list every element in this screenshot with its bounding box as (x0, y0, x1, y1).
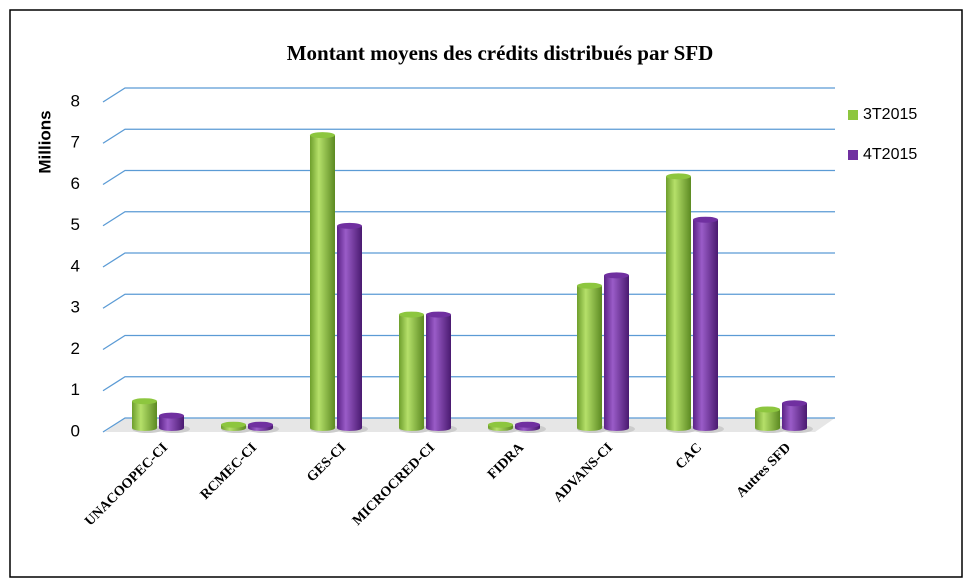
grid-line (102, 128, 835, 144)
bar (604, 275, 629, 428)
bar-base (604, 425, 629, 431)
bar-top (755, 406, 780, 413)
bar-base (755, 425, 780, 431)
bar (755, 409, 780, 428)
grid-line (102, 87, 835, 103)
bar-base (159, 425, 184, 431)
bar (159, 415, 184, 428)
bar-base (132, 425, 157, 431)
bar-top (782, 400, 807, 407)
bar-top (604, 272, 629, 279)
bar (132, 401, 157, 428)
bar-base (426, 425, 451, 431)
y-tick-label: 8 (71, 91, 80, 110)
bar-base (693, 425, 718, 431)
bar (337, 225, 362, 428)
bar (310, 135, 335, 428)
legend-swatch (848, 110, 858, 120)
bar (693, 219, 718, 428)
bar-top (666, 173, 691, 180)
chart-title: Montant moyens des crédits distribués pa… (287, 41, 714, 65)
y-tick-label: 7 (71, 133, 80, 152)
bar-top (337, 222, 362, 229)
grid-line (102, 211, 835, 227)
bar-top (577, 282, 602, 289)
bar-top (426, 311, 451, 318)
bar-base (577, 425, 602, 431)
bar-top (159, 412, 184, 419)
y-tick-label: 3 (71, 298, 80, 317)
bar-top (488, 421, 513, 428)
bar-base (399, 425, 424, 431)
bar-base (666, 425, 691, 431)
y-tick-label: 5 (71, 215, 80, 234)
bar-top (310, 132, 335, 139)
chart-border (9, 9, 963, 578)
bar (666, 176, 691, 428)
y-tick-label: 0 (71, 421, 80, 440)
floor (105, 418, 835, 432)
bar-top (693, 216, 718, 223)
bar-top (132, 398, 157, 405)
y-tick-label: 1 (71, 380, 80, 399)
bar-top (515, 421, 540, 428)
bar-top (221, 421, 246, 428)
bar-base (782, 425, 807, 431)
y-axis-label: Millions (35, 110, 54, 173)
bar-base (337, 425, 362, 431)
bar (782, 403, 807, 428)
legend-swatch (848, 150, 858, 160)
bar (577, 285, 602, 428)
y-tick-label: 2 (71, 339, 80, 358)
bar-top (248, 421, 273, 428)
bar (426, 314, 451, 428)
y-tick-label: 4 (71, 256, 80, 275)
bar-base (310, 425, 335, 431)
bar (399, 314, 424, 428)
grid-line (102, 252, 835, 268)
legend-label: 4T2015 (863, 146, 917, 163)
legend-label: 3T2015 (863, 106, 917, 123)
grid-line (102, 169, 835, 186)
bar-top (399, 311, 424, 318)
y-tick-label: 6 (71, 174, 80, 193)
